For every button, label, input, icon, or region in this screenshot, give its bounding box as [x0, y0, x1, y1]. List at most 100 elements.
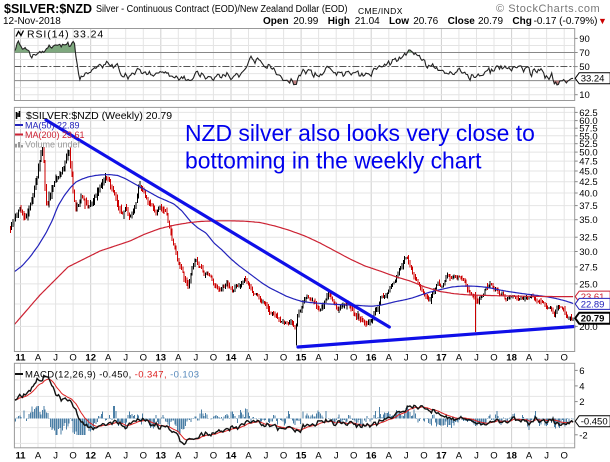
svg-text:A: A: [35, 353, 42, 364]
svg-text:A: A: [315, 353, 322, 364]
svg-text:J: J: [404, 451, 409, 462]
svg-text:J: J: [264, 353, 269, 364]
svg-text:A: A: [105, 451, 112, 462]
svg-text:14: 14: [226, 451, 237, 462]
svg-text:27.5: 27.5: [579, 262, 598, 273]
svg-text:J: J: [474, 353, 479, 364]
svg-text:57.5: 57.5: [579, 124, 598, 135]
svg-text:A: A: [456, 353, 463, 364]
svg-text:37.5: 37.5: [579, 201, 598, 212]
svg-text:A: A: [386, 353, 393, 364]
svg-text:MA(200) 23.61: MA(200) 23.61: [25, 130, 85, 140]
svg-text:20.0: 20.0: [579, 322, 598, 333]
svg-text:J: J: [544, 353, 549, 364]
svg-text:O: O: [280, 451, 287, 462]
svg-text:O: O: [490, 451, 497, 462]
svg-text:O: O: [280, 353, 287, 364]
svg-text:O: O: [561, 451, 568, 462]
svg-text:J: J: [334, 353, 339, 364]
svg-text:-2: -2: [579, 430, 587, 441]
svg-text:22.89: 22.89: [581, 299, 605, 310]
svg-text:A: A: [105, 353, 112, 364]
svg-text:O: O: [420, 451, 427, 462]
svg-text:45.0: 45.0: [579, 167, 598, 178]
svg-text:20.79: 20.79: [581, 314, 605, 325]
svg-text:14: 14: [226, 353, 237, 364]
svg-text:6: 6: [579, 366, 584, 377]
svg-text:62.5: 62.5: [579, 108, 598, 119]
svg-text:J: J: [194, 451, 199, 462]
svg-text:18: 18: [506, 451, 517, 462]
svg-text:90: 90: [579, 34, 590, 45]
svg-text:60.0: 60.0: [579, 116, 598, 127]
svg-text:17: 17: [436, 451, 447, 462]
svg-text:32.5: 32.5: [579, 233, 598, 244]
svg-text:12: 12: [85, 353, 96, 364]
svg-text:-0.450: -0.450: [581, 417, 608, 428]
svg-text:J: J: [334, 451, 339, 462]
svg-text:A: A: [175, 451, 182, 462]
svg-text:70: 70: [579, 48, 590, 59]
svg-text:52.5: 52.5: [579, 139, 598, 150]
svg-text:10: 10: [579, 90, 590, 101]
svg-text:O: O: [561, 353, 568, 364]
svg-text:J: J: [123, 451, 128, 462]
svg-text:15: 15: [296, 451, 307, 462]
svg-text:O: O: [350, 451, 357, 462]
svg-text:NZD silver also looks very clo: NZD silver also looks very close to: [185, 120, 535, 146]
svg-text:17: 17: [436, 353, 447, 364]
svg-text:J: J: [264, 451, 269, 462]
svg-text:2: 2: [579, 397, 584, 408]
svg-text:35.0: 35.0: [579, 215, 598, 226]
svg-text:33.24: 33.24: [581, 74, 605, 85]
svg-text:O: O: [490, 353, 497, 364]
svg-text:O: O: [69, 353, 76, 364]
svg-text:A: A: [245, 451, 252, 462]
svg-text:A: A: [245, 353, 252, 364]
svg-text:A: A: [315, 451, 322, 462]
svg-text:40.0: 40.0: [579, 189, 598, 200]
svg-text:A: A: [456, 451, 463, 462]
svg-text:50.0: 50.0: [579, 148, 598, 159]
svg-text:13: 13: [156, 451, 167, 462]
svg-text:A: A: [386, 451, 393, 462]
svg-text:A: A: [526, 451, 533, 462]
svg-text:42.5: 42.5: [579, 177, 598, 188]
svg-text:4: 4: [579, 381, 584, 392]
svg-text:55.0: 55.0: [579, 131, 598, 142]
svg-text:O: O: [210, 451, 217, 462]
svg-text:bottoming in the weekly chart: bottoming in the weekly chart: [185, 148, 482, 174]
svg-text:O: O: [140, 451, 147, 462]
svg-text:O: O: [420, 353, 427, 364]
svg-text:A: A: [175, 353, 182, 364]
svg-text:MACD(12,26,9) -0.450, -0.347,: MACD(12,26,9) -0.450, -0.347, -0.103: [25, 370, 199, 381]
svg-text:J: J: [194, 353, 199, 364]
svg-text:11: 11: [15, 353, 26, 364]
svg-text:J: J: [53, 451, 58, 462]
svg-text:O: O: [350, 353, 357, 364]
svg-text:J: J: [53, 353, 58, 364]
svg-text:$SILVER:$NZD (Weekly) 20.79: $SILVER:$NZD (Weekly) 20.79: [26, 110, 172, 122]
svg-text:MA(50) 22.89: MA(50) 22.89: [25, 120, 80, 130]
svg-text:23.61: 23.61: [581, 292, 605, 303]
svg-text:47.5: 47.5: [579, 157, 598, 168]
svg-text:RSI(14) 33.24: RSI(14) 33.24: [27, 28, 104, 40]
svg-text:25.0: 25.0: [579, 279, 598, 290]
svg-text:J: J: [123, 353, 128, 364]
svg-text:50: 50: [579, 62, 590, 73]
svg-text:O: O: [140, 353, 147, 364]
svg-text:J: J: [474, 451, 479, 462]
svg-text:J: J: [544, 451, 549, 462]
svg-text:A: A: [35, 451, 42, 462]
svg-text:J: J: [404, 353, 409, 364]
svg-text:O: O: [210, 353, 217, 364]
svg-text:12: 12: [85, 451, 96, 462]
svg-text:16: 16: [366, 353, 377, 364]
svg-text:13: 13: [156, 353, 167, 364]
svg-text:30.0: 30.0: [579, 247, 598, 258]
svg-text:11: 11: [15, 451, 26, 462]
svg-text:Volume undef: Volume undef: [25, 140, 81, 150]
svg-text:16: 16: [366, 451, 377, 462]
svg-text:18: 18: [506, 353, 517, 364]
svg-text:O: O: [69, 451, 76, 462]
